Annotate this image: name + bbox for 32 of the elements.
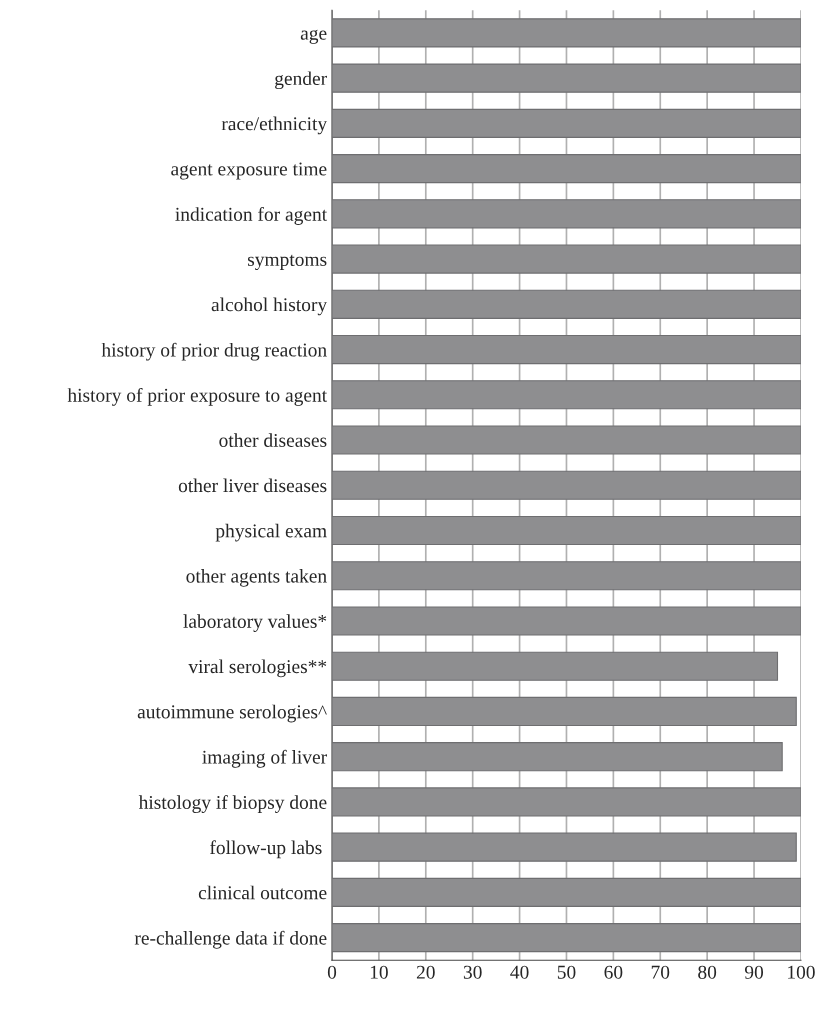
x-tick-label: 40: [510, 965, 529, 979]
y-tick-label: history of prior drug reaction: [101, 342, 327, 361]
y-tick-label: autoimmune serologies^: [137, 704, 327, 723]
x-tick-label: 60: [604, 965, 623, 979]
x-tick-label: 70: [651, 965, 670, 979]
x-tick-label: 30: [463, 965, 482, 979]
y-tick-label: re-challenge data if done: [134, 930, 327, 949]
x-tick-label: 80: [698, 965, 717, 979]
y-tick-label: other diseases: [219, 433, 327, 447]
y-tick-label: history of prior exposure to agent: [67, 387, 328, 406]
y-tick-label: physical exam: [215, 523, 327, 542]
x-tick-label: 50: [557, 965, 576, 979]
y-tick-label: indication for agent: [175, 206, 328, 225]
y-tick-label: laboratory values*: [183, 614, 327, 632]
y-tick-label: race/ethnicity: [221, 116, 328, 135]
y-tick-label: other agents taken: [186, 568, 327, 587]
y-tick-label: follow-up labs: [210, 840, 322, 859]
x-tick-label: 20: [416, 965, 435, 979]
x-tick-label: 10: [370, 965, 388, 979]
y-tick-label: symptoms: [247, 254, 327, 270]
y-tick-label: gender: [275, 71, 327, 90]
y-tick-label: other liver diseases: [178, 478, 327, 493]
y-tick-label: viral serologies**: [188, 659, 327, 678]
y-tick-label: agent exposure time: [171, 162, 327, 180]
y-tick-label: imaging of liver: [202, 749, 327, 768]
y-tick-label: age: [300, 29, 327, 44]
y-tick-label: clinical outcome: [198, 885, 327, 900]
x-tick-label: 100: [788, 965, 815, 979]
y-tick-label: alcohol history: [211, 297, 328, 316]
x-tick-label: 90: [744, 965, 764, 979]
x-tick-label: 0: [327, 965, 337, 979]
y-tick-label: histology if biopsy done: [138, 795, 327, 813]
